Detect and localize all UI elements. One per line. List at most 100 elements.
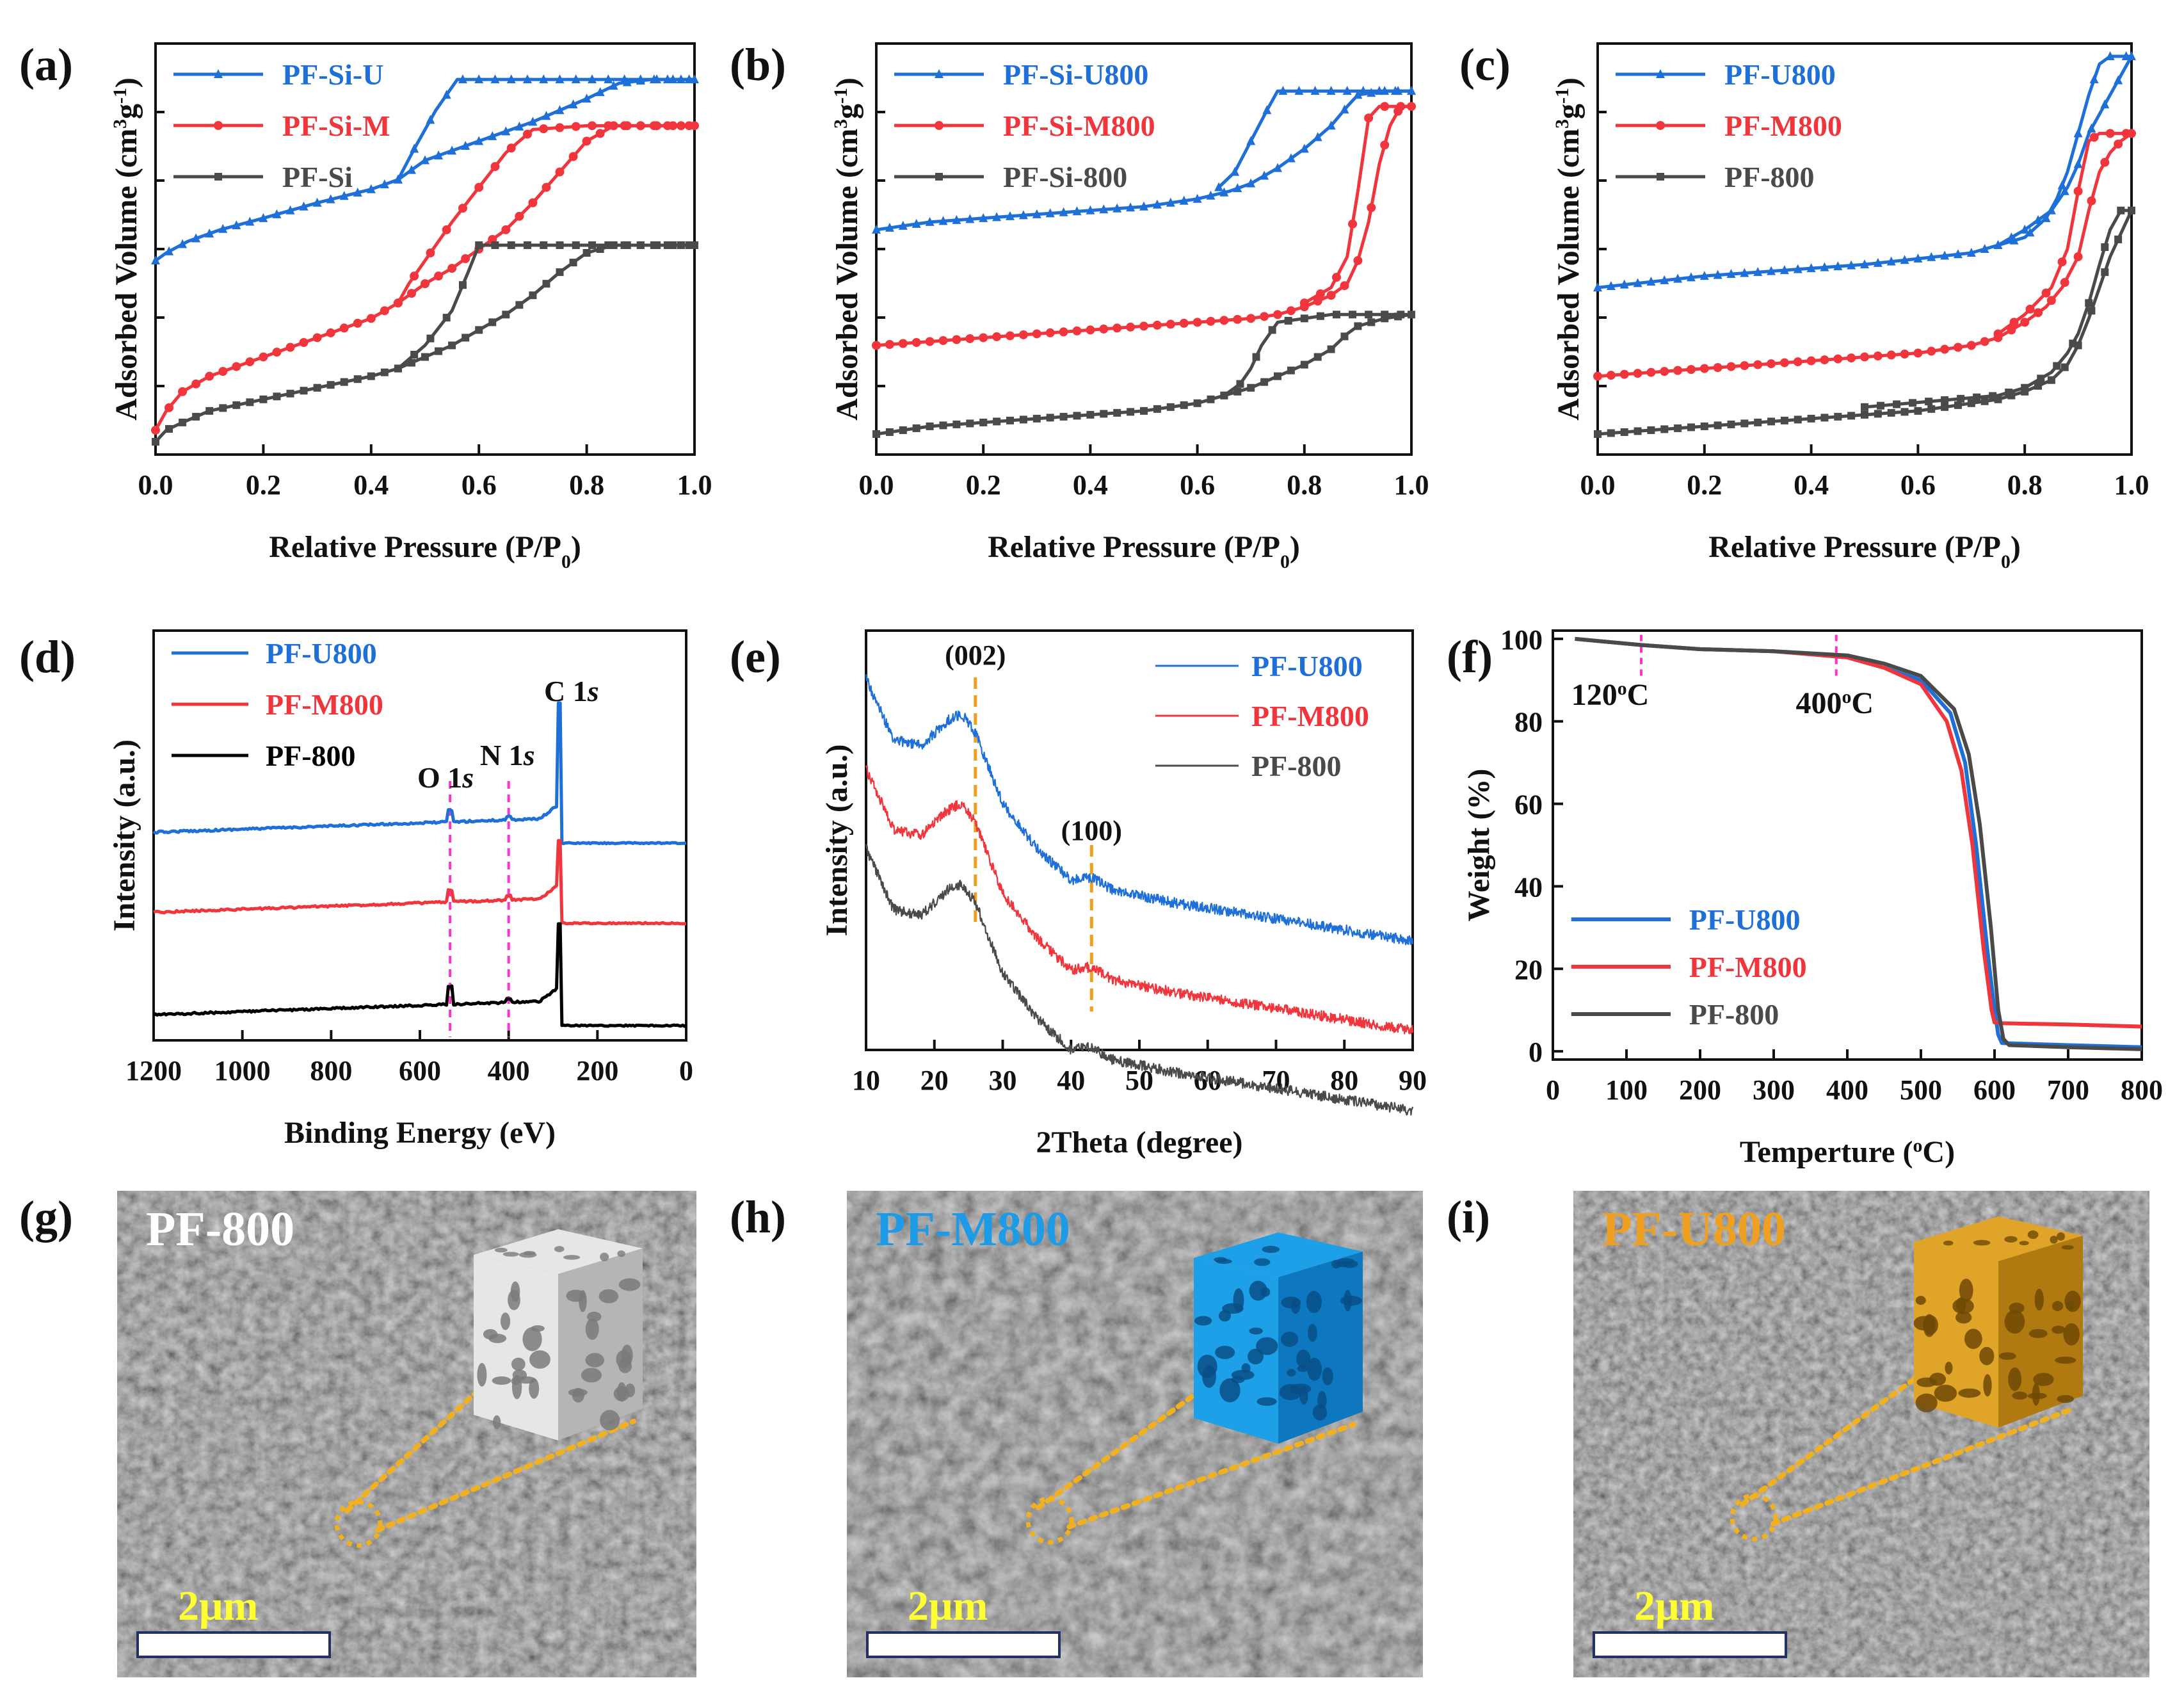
circle-marker (151, 425, 160, 435)
square-marker (1877, 401, 1885, 410)
square-marker (1127, 408, 1135, 416)
triangle-marker (2114, 75, 2123, 85)
square-marker (1887, 408, 1895, 417)
triangle-marker (582, 93, 591, 103)
cube-pore (585, 1353, 604, 1367)
zoom-circle (334, 1499, 383, 1548)
cube-pore (1929, 1373, 1947, 1386)
circle-marker (620, 121, 629, 131)
triangle-marker (214, 69, 223, 78)
triangle-marker (2041, 213, 2051, 222)
square-marker (596, 245, 604, 253)
x-tick-label: 0.8 (1287, 469, 1322, 501)
circle-marker (205, 371, 214, 381)
porous-cube-left-face (1194, 1258, 1278, 1444)
cube-pore (492, 1415, 501, 1430)
triangle-marker (501, 126, 511, 136)
triangle-marker (1032, 209, 1041, 218)
circle-marker (380, 306, 389, 316)
triangle-marker (528, 117, 538, 126)
isotherm-ads-line (154, 77, 695, 262)
triangle-marker (488, 131, 497, 140)
y-axis-label: Adsorbed Volume (cm3g-1) (109, 77, 144, 421)
triangle-marker (406, 165, 416, 174)
triangle-marker (393, 174, 403, 184)
annotation-400c: 400oC (1796, 686, 1874, 720)
circle-marker (1713, 363, 1722, 373)
square-marker (1700, 422, 1708, 430)
square-marker (1861, 403, 1868, 411)
cube-pore (510, 1281, 520, 1302)
circle-marker (595, 129, 605, 138)
square-marker (1941, 403, 1949, 411)
circle-marker (1793, 357, 1803, 367)
sample-label: PF-U800 (1602, 1202, 1786, 1256)
plot-frame (1596, 42, 2133, 456)
square-marker (507, 241, 515, 249)
square-marker (1634, 427, 1642, 435)
square-marker (1780, 416, 1788, 424)
triangle-marker (684, 74, 694, 84)
circle-marker (353, 318, 362, 328)
cube-pore (1998, 1352, 2016, 1360)
circle-marker (1833, 354, 1843, 364)
triangle-marker (1353, 90, 1363, 99)
cube-pore (2050, 1236, 2058, 1244)
panel-label: (f) (1447, 631, 1493, 682)
circle-marker (1396, 102, 1406, 111)
square-marker (1252, 353, 1260, 361)
isotherm-ads-line (1597, 55, 2133, 289)
scale-bar (1593, 1631, 1787, 1658)
triangle-marker (1833, 261, 1843, 271)
cube-pore (625, 1383, 636, 1398)
triangle-marker (1294, 86, 1304, 95)
square-marker (1349, 311, 1357, 319)
square-marker (1247, 383, 1255, 392)
triangle-marker (1374, 86, 1384, 95)
circle-marker (272, 348, 282, 357)
circle-marker (312, 333, 322, 343)
circle-marker (1260, 312, 1269, 321)
cube-pore (1958, 1388, 1981, 1398)
cube-pore (1964, 1328, 1982, 1350)
square-marker (556, 241, 564, 249)
cube-pore (1331, 1259, 1341, 1269)
triangle-marker (515, 121, 524, 131)
cube-pore (511, 1357, 526, 1371)
legend-label: PF-U800 (266, 637, 377, 670)
x-tick-label: 0 (679, 1055, 693, 1086)
x-tick-label: 0.4 (1073, 469, 1108, 501)
isotherm-des-line (1864, 209, 2132, 409)
square-marker (636, 241, 645, 249)
circle-marker (1806, 356, 1816, 366)
square-marker (2037, 375, 2045, 383)
legend-label: PF-M800 (1689, 951, 1807, 983)
square-marker (367, 372, 375, 380)
circle-marker (1593, 371, 1602, 381)
cube-pore (2012, 1391, 2028, 1400)
square-marker (2053, 362, 2061, 370)
legend-label: PF-M800 (1251, 700, 1369, 732)
circle-marker (652, 121, 662, 131)
triangle-marker (1342, 86, 1352, 95)
square-marker (1365, 311, 1373, 319)
circle-marker (555, 123, 565, 133)
triangle-marker (1326, 120, 1336, 130)
square-marker (219, 404, 227, 412)
square-marker (1893, 400, 1901, 408)
square-marker (205, 407, 214, 415)
circle-marker (555, 167, 565, 177)
circle-marker (474, 182, 484, 192)
cube-pore (554, 1246, 565, 1252)
square-marker (2087, 307, 2096, 315)
panel-label: (a) (19, 39, 73, 90)
square-marker (1847, 412, 1856, 420)
circle-marker (1380, 102, 1390, 111)
x-tick-label: 400 (488, 1055, 530, 1086)
square-marker (353, 375, 362, 383)
square-marker (1300, 314, 1308, 323)
circle-marker (1299, 298, 1309, 308)
cube-pore (1322, 1367, 1333, 1385)
triangle-marker (1886, 256, 1896, 266)
triangle-marker (2060, 186, 2069, 195)
